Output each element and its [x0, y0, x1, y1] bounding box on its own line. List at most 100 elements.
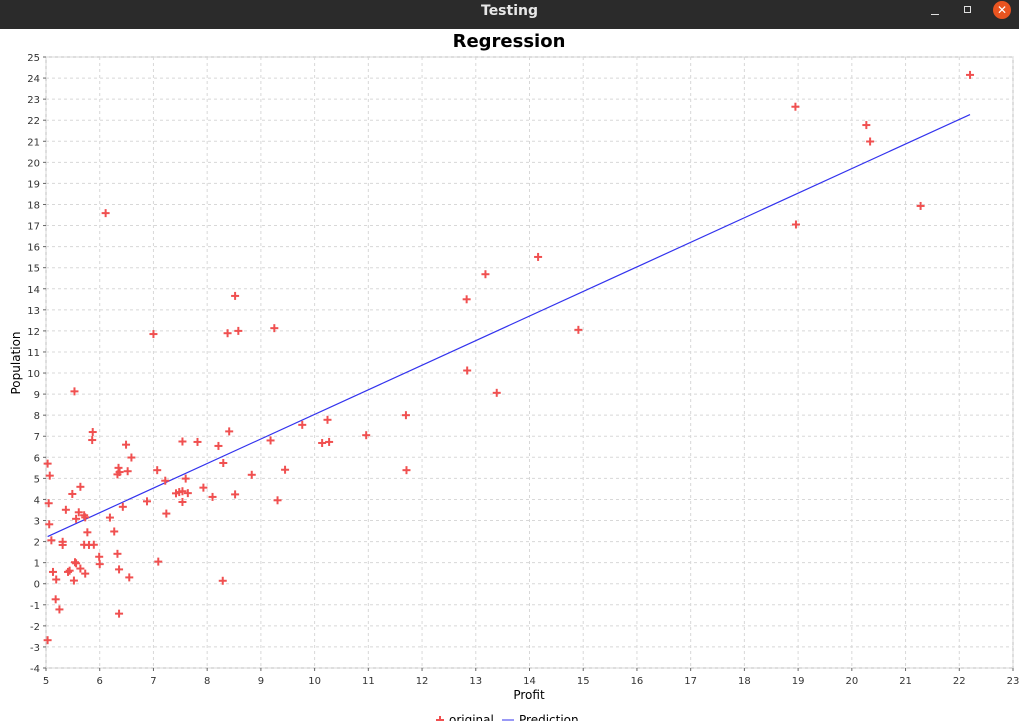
data-point [247, 470, 256, 479]
x-tick-label: 19 [792, 676, 805, 687]
data-point [115, 565, 124, 574]
data-point [149, 330, 158, 339]
y-tick-label: 0 [34, 580, 40, 591]
data-point [83, 528, 92, 537]
data-point [323, 415, 332, 424]
data-point [162, 509, 171, 518]
y-tick-label: 12 [27, 327, 40, 338]
plot-area [45, 56, 1014, 669]
data-point [113, 470, 122, 479]
y-tick-label: 24 [27, 74, 40, 85]
data-point [270, 324, 279, 333]
y-tick-label: 5 [34, 474, 40, 485]
data-point [193, 437, 202, 446]
data-point [266, 436, 275, 445]
data-point [161, 476, 170, 485]
y-tick-label: 3 [34, 517, 40, 528]
data-point [74, 508, 83, 517]
close-button[interactable]: ✕ [992, 1, 1012, 22]
y-tick-label: 15 [27, 264, 40, 275]
x-tick-label: 17 [684, 676, 697, 687]
data-point [47, 536, 56, 545]
y-tick-label: -1 [30, 601, 40, 612]
y-tick-label: 1 [34, 559, 40, 570]
y-tick-label: 7 [34, 432, 40, 443]
data-point [273, 496, 282, 505]
data-point [463, 366, 472, 375]
data-point [281, 465, 290, 474]
data-point [318, 438, 327, 447]
y-tick-label: 25 [27, 53, 40, 64]
data-point [115, 609, 124, 618]
x-tick-label: 16 [631, 676, 644, 687]
minimize-icon [931, 14, 939, 15]
y-tick-label: 8 [34, 411, 40, 422]
data-point [534, 252, 543, 261]
data-point [127, 453, 136, 462]
data-point [52, 575, 61, 584]
legend: original Prediction [436, 713, 579, 721]
data-point [208, 492, 217, 501]
y-tick-label: 2 [34, 538, 40, 549]
prediction-line [47, 113, 971, 538]
y-tick-label: 20 [27, 158, 40, 169]
data-point [574, 325, 583, 334]
x-tick-label: 21 [899, 676, 912, 687]
data-point [181, 474, 190, 483]
data-point [125, 573, 134, 582]
x-tick-label: 15 [577, 676, 590, 687]
data-point [68, 489, 77, 498]
data-point [122, 440, 131, 449]
x-tick-label: 11 [362, 676, 375, 687]
legend-prediction-label: Prediction [519, 713, 579, 721]
y-tick-label: 11 [27, 348, 40, 359]
data-point [178, 497, 187, 506]
data-point [95, 552, 104, 561]
x-tick-label: 12 [416, 676, 429, 687]
data-point [55, 605, 64, 614]
x-tick-label: 7 [150, 676, 156, 687]
data-point [492, 388, 501, 397]
data-point [172, 489, 181, 498]
x-axis-ticks: 5 6 7 8 9 10 11 12 13 14 15 16 17 18 19 20 21 22 23 [43, 668, 1019, 687]
data-point [76, 564, 85, 573]
data-point [64, 567, 73, 576]
data-point [81, 513, 90, 522]
data-point [43, 636, 52, 645]
data-point [183, 489, 192, 498]
data-point [178, 487, 187, 496]
data-point [123, 467, 132, 476]
data-point [113, 549, 122, 558]
data-point [153, 466, 162, 475]
window-title: Testing [481, 3, 538, 19]
y-tick-label: 23 [27, 95, 40, 106]
close-icon: ✕ [993, 1, 1011, 19]
y-tick-label: 16 [27, 243, 40, 254]
data-point [218, 576, 227, 585]
data-point [70, 387, 79, 396]
x-tick-label: 20 [845, 676, 858, 687]
window-titlebar: Testing ✕ [0, 0, 1019, 29]
data-point [58, 537, 67, 546]
data-point [462, 295, 471, 304]
y-tick-label: 17 [27, 222, 40, 233]
maximize-button[interactable] [958, 2, 978, 22]
y-tick-label: 10 [27, 369, 40, 380]
data-point [44, 499, 53, 508]
data-point [199, 483, 208, 492]
original-points [43, 70, 975, 645]
data-point [76, 482, 85, 491]
x-tick-label: 14 [523, 676, 536, 687]
data-point [142, 497, 151, 506]
data-point [214, 441, 223, 450]
legend-original-marker [436, 716, 444, 721]
x-tick-label: 6 [97, 676, 103, 687]
data-point [866, 137, 875, 146]
minimize-button[interactable] [926, 2, 946, 22]
x-tick-label: 13 [469, 676, 482, 687]
y-axis-label: Population [9, 331, 23, 394]
data-point [71, 558, 80, 567]
data-point [223, 329, 232, 338]
x-tick-label: 8 [204, 676, 210, 687]
maximize-icon [964, 6, 971, 13]
